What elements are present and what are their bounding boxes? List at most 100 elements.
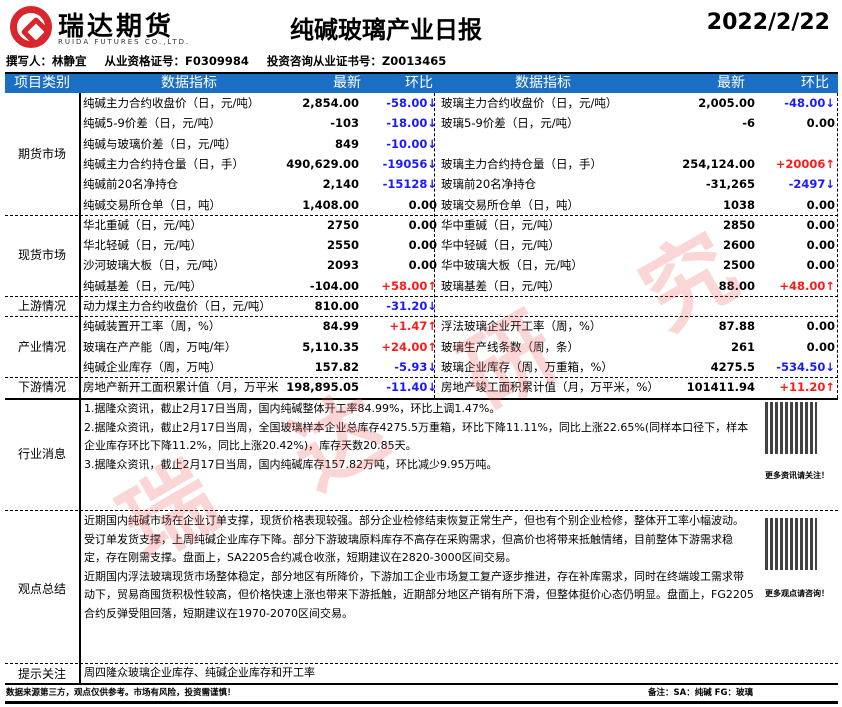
view-paragraph: 近期国内浮法玻璃现货市场整体稳定，部分地区有所降价，下游加工企业市场复工复产逐步… xyxy=(84,569,754,620)
change-left: 0.00 xyxy=(408,258,437,273)
indicator-left: 纯碱交易所仓单（日，吨） xyxy=(83,197,221,212)
table-row: 纯碱5-9价差（日，元/吨） -103 -18.00↓ 玻璃5-9价差（日，元/吨） -… xyxy=(5,113,838,133)
change-left: -10.00↓ xyxy=(386,136,437,151)
latest-right: 2600 xyxy=(722,238,755,253)
indicator-right: 玻璃主力合约收盘价（日，元/吨） xyxy=(441,96,618,110)
table-row: 纯碱基差（日，元/吨） -104.00 +58.00↑ 玻璃基差（日，元/吨） 88.0… xyxy=(5,276,838,296)
table-row: 玻璃在产产能（周，万吨/年） 5,110.35 +24.00↑ 玻璃生产线条数（周，条… xyxy=(5,337,838,357)
latest-right: 87.88 xyxy=(718,319,755,334)
disclaimer: 数据来源第三方，观点仅供参考。市场有风险，投资需谨慎！ xyxy=(6,688,236,698)
table-row: 房地产新开工面积累计值（月，万平米 198,895.05 -11.40↓ 房地产竣工面… xyxy=(5,377,838,397)
author-line: 撰写人：林静宜 从业资格证号：F0309984 投资咨询从业证书号：Z00134… xyxy=(6,53,460,69)
change-right: +11.20↑ xyxy=(779,380,835,395)
table-row: 纯碱企业库存（周，万吨） 157.82 -5.93↓ 玻璃企业库存（周，万重箱，%） 4… xyxy=(5,357,838,377)
latest-left: -104.00 xyxy=(309,278,359,293)
section-divider xyxy=(5,377,838,379)
latest-right: 2500 xyxy=(722,258,755,273)
change-left: -19056↓ xyxy=(382,156,437,171)
indicator-left: 纯碱基差（日，元/吨） xyxy=(83,278,202,293)
indicator-right: 华中重碱（日，元/吨） xyxy=(441,217,560,232)
change-right: 0.00 xyxy=(806,217,835,232)
latest-left: 2750 xyxy=(326,217,359,232)
change-right: +20006↑ xyxy=(775,156,835,171)
change-right: 0.00 xyxy=(806,197,835,212)
change-left: 0.00 xyxy=(408,217,437,232)
tips-label: 提示关注 xyxy=(17,667,66,681)
change-right: 0.00 xyxy=(806,319,835,334)
col-category: 项目类别 xyxy=(14,75,70,91)
indicator-left: 纯碱主力合约持仓量（日，手） xyxy=(83,156,244,171)
latest-right: -31,265 xyxy=(705,177,755,192)
section-divider xyxy=(5,316,838,318)
latest-left: 2550 xyxy=(326,238,359,253)
change-left: +24.00↑ xyxy=(381,339,437,354)
table-row: 纯碱主力合约持仓量（日，手） 490,629.00 -19056↓ 玻璃主力合约持仓量… xyxy=(5,154,838,174)
indicator-left: 房地产新开工面积累计值（月，万平米 xyxy=(83,380,279,395)
change-left: 0.00 xyxy=(408,197,437,212)
indicator-left: 纯碱与玻璃价差（日，元/吨） xyxy=(83,136,237,151)
data-table-header: 项目类别 数据指标 最新 环比 数据指标 最新 环比 xyxy=(5,72,838,93)
indicator-left: 华北重碱（日，元/吨） xyxy=(83,217,202,232)
col-indicator-right: 数据指标 xyxy=(515,75,571,91)
change-right: +48.00↑ xyxy=(779,278,835,293)
brand-name: 瑞达期货 xyxy=(58,12,175,42)
qr-code-icon xyxy=(765,402,817,454)
latest-right: 1038 xyxy=(722,197,755,212)
indicator-left: 沙河玻璃大板（日，元/吨） xyxy=(83,258,225,273)
table-row: 纯碱主力合约收盘价（日，元/吨） 2,854.00 -58.00↓ 玻璃主力合约收盘价… xyxy=(5,93,838,113)
indicator-right: 玻璃主力合约持仓量（日，手） xyxy=(441,156,602,171)
change-right: -534.50↓ xyxy=(776,359,835,374)
change-left: 0.00 xyxy=(408,238,437,253)
footer-rule xyxy=(5,683,838,685)
change-right: 0.00 xyxy=(806,238,835,253)
latest-left: 849 xyxy=(334,136,359,151)
column-divider xyxy=(434,93,435,398)
latest-left: 2,140 xyxy=(322,177,359,192)
change-left: -11.40↓ xyxy=(386,380,437,395)
indicator-left: 纯碱企业库存（周，万吨） xyxy=(83,359,221,374)
indicator-left: 纯碱5-9价差（日，元/吨） xyxy=(83,116,221,131)
category-label: 下游情况 xyxy=(17,380,66,395)
change-left: +58.00↑ xyxy=(381,278,437,293)
category-label: 期货市场 xyxy=(17,146,66,161)
change-left: -15128↓ xyxy=(382,177,437,192)
indicator-right: 华中玻璃大板（日，元/吨） xyxy=(441,258,583,273)
change-left: +1.47↑ xyxy=(389,319,437,334)
latest-right: 101411.94 xyxy=(686,380,755,395)
table-row: 纯碱装置开工率（周，%） 84.99 +1.47↑ 浮法玻璃企业开工率（周，%） 87.… xyxy=(5,316,838,336)
change-right: -48.00↓ xyxy=(784,96,835,110)
change-left: -5.93↓ xyxy=(394,359,437,374)
page-title: 纯碱玻璃产业日报 xyxy=(290,16,482,44)
ruida-logo-icon xyxy=(10,6,52,48)
col-latest-right: 最新 xyxy=(717,75,745,91)
latest-left: 1,408.00 xyxy=(302,197,359,212)
consult-number: 投资咨询从业证书号：Z0013465 xyxy=(266,54,447,68)
indicator-right: 玻璃企业库存（周，万重箱，%） xyxy=(441,359,613,374)
latest-right: 2,005.00 xyxy=(698,96,755,110)
qr-caption: 更多观点请咨询！ xyxy=(765,589,829,598)
table-row: 动力煤主力合约收盘价（日，元/吨） 810.00 -31.20↓ xyxy=(5,296,838,316)
indicator-right: 浮法玻璃企业开工率（周，%） xyxy=(441,319,602,334)
col-latest-left: 最新 xyxy=(333,75,361,91)
latest-right: 4275.5 xyxy=(710,359,755,374)
latest-left: 5,110.35 xyxy=(302,339,359,354)
section-divider xyxy=(5,296,838,297)
table-row: 华北轻碱（日，元/吨） 2550 0.00 华中轻碱（日，元/吨） 2600 0.00 xyxy=(5,235,838,255)
indicator-right: 玻璃交易所仓单（日，吨） xyxy=(441,197,579,212)
change-left: -18.00↓ xyxy=(386,116,437,131)
latest-right: 261 xyxy=(730,339,755,354)
change-left: -31.20↓ xyxy=(386,299,437,313)
latest-left: 490,629.00 xyxy=(286,156,359,171)
table-row: 华北重碱（日，元/吨） 2750 0.00 华中重碱（日，元/吨） 2850 0.00 xyxy=(5,215,838,235)
indicator-right: 玻璃基差（日，元/吨） xyxy=(441,278,560,293)
indicator-left: 华北轻碱（日，元/吨） xyxy=(83,238,202,253)
table-row: 纯碱交易所仓单（日，吨） 1,408.00 0.00 玻璃交易所仓单（日，吨） 1038… xyxy=(5,195,838,215)
news-text: 1.据隆众资讯，截止2月17日当周，国内纯碱整体开工率84.99%，环比上调1.… xyxy=(84,400,754,474)
change-right: 0.00 xyxy=(806,339,835,354)
col-change-left: 环比 xyxy=(405,75,433,91)
view-label: 观点总结 xyxy=(17,582,66,596)
section-divider xyxy=(5,214,838,216)
category-label: 产业情况 xyxy=(17,339,66,354)
indicator-left: 动力煤主力合约收盘价（日，元/吨） xyxy=(83,299,271,313)
indicator-left: 玻璃在产产能（周，万吨/年） xyxy=(83,339,237,354)
